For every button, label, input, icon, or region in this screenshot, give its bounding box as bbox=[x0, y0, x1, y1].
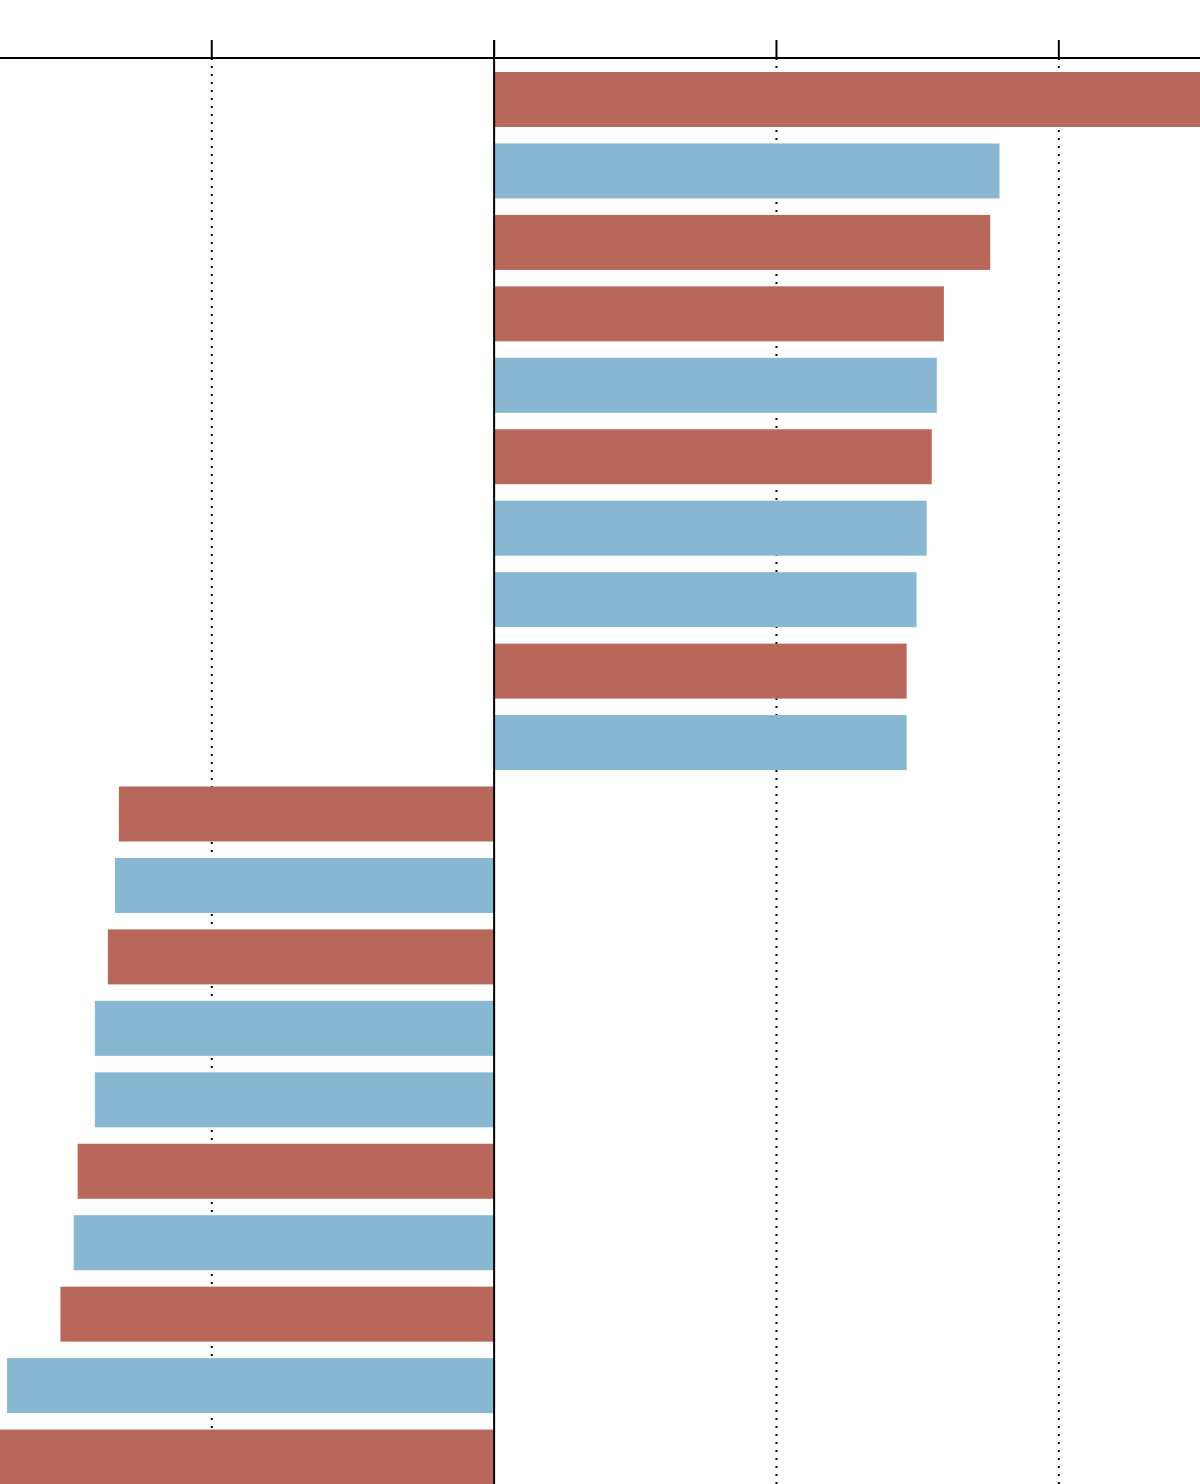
bar bbox=[494, 357, 937, 413]
bar bbox=[94, 1072, 495, 1128]
bar bbox=[494, 286, 944, 342]
bar bbox=[60, 1286, 495, 1342]
bar bbox=[118, 786, 495, 842]
bar bbox=[0, 1429, 495, 1484]
bar bbox=[77, 1143, 495, 1199]
bar bbox=[494, 572, 917, 628]
bar bbox=[494, 643, 907, 699]
bars bbox=[0, 72, 1200, 1484]
bar bbox=[494, 214, 991, 270]
bar bbox=[7, 1358, 495, 1414]
bar bbox=[494, 143, 1000, 199]
axes bbox=[0, 40, 1200, 1484]
bar bbox=[107, 929, 495, 985]
bar bbox=[494, 429, 932, 485]
bar bbox=[94, 1000, 495, 1056]
bar bbox=[114, 857, 495, 913]
bar bbox=[494, 715, 907, 771]
bar bbox=[494, 72, 1200, 127]
gridlines bbox=[210, 58, 1060, 1484]
bar bbox=[494, 500, 927, 556]
bar bbox=[73, 1215, 495, 1271]
